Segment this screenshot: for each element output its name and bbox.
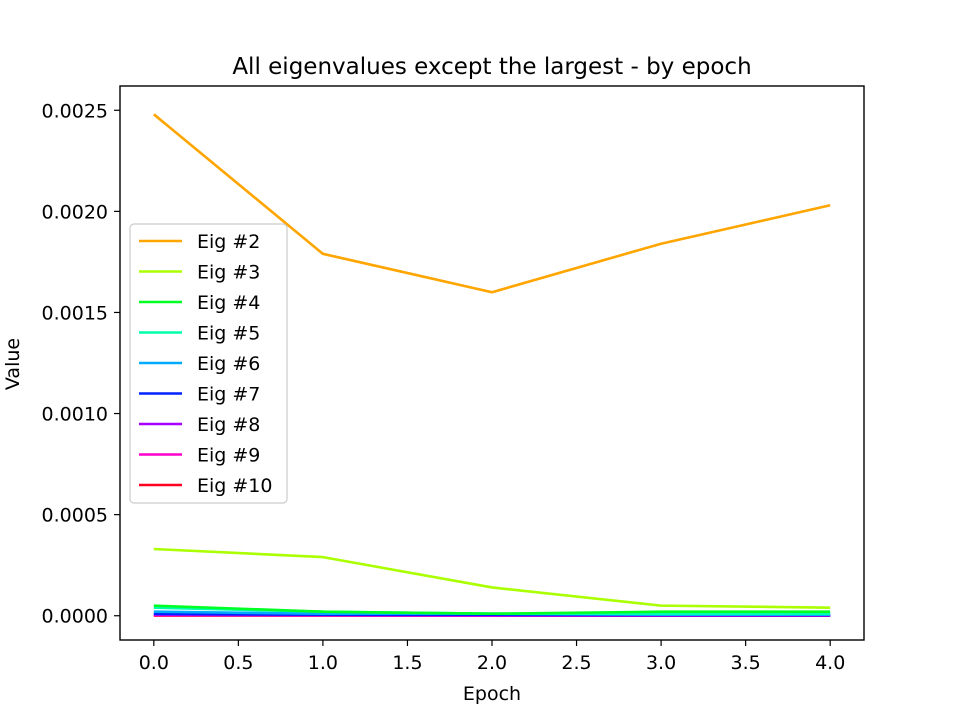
legend-label: Eig #3 [197,262,260,284]
x-tick-label: 2.5 [561,652,591,674]
series-line-eig-3 [153,547,831,609]
legend-label: Eig #10 [197,475,272,497]
plot-lines [152,113,831,618]
legend-label: Eig #4 [197,292,260,314]
x-tick-label: 2.0 [477,652,507,674]
y-axis-title: Value [2,338,24,390]
legend-label: Eig #2 [197,231,260,253]
series-line-eig-4 [153,604,831,616]
y-tick-label: 0.0015 [42,302,108,324]
x-tick-label: 1.0 [308,652,338,674]
x-tick-label: 3.5 [731,652,761,674]
series-line-eig-2 [152,113,831,294]
x-axis-title: Epoch [463,683,521,705]
legend-label: Eig #8 [197,414,260,436]
x-tick-label: 0.0 [139,652,169,674]
legend-label: Eig #5 [197,323,260,345]
y-tick-label: 0.0025 [42,100,108,122]
chart-title: All eigenvalues except the largest - by … [232,54,751,80]
y-tick-label: 0.0020 [42,201,108,223]
x-tick-label: 3.0 [646,652,676,674]
x-tick-label: 4.0 [815,652,845,674]
x-tick-label: 0.5 [223,652,253,674]
legend-box [129,223,288,504]
y-axis: 0.0000 0.0005 0.0010 0.0015 0.0020 0.0025 [42,100,120,628]
y-tick-label: 0.0010 [42,404,108,426]
y-tick-label: 0.0000 [42,606,108,628]
x-axis: 0.0 0.5 1.0 1.5 2.0 2.5 3.0 3.5 4.0 [139,640,845,674]
y-tick-label: 0.0005 [42,505,108,527]
legend: Eig #2 Eig #3 Eig #4 Eig #5 Eig #6 Eig #7 Eig … [129,223,288,504]
legend-label: Eig #9 [197,445,260,467]
x-tick-label: 1.5 [392,652,422,674]
legend-label: Eig #6 [197,353,260,375]
legend-label: Eig #7 [197,384,260,406]
